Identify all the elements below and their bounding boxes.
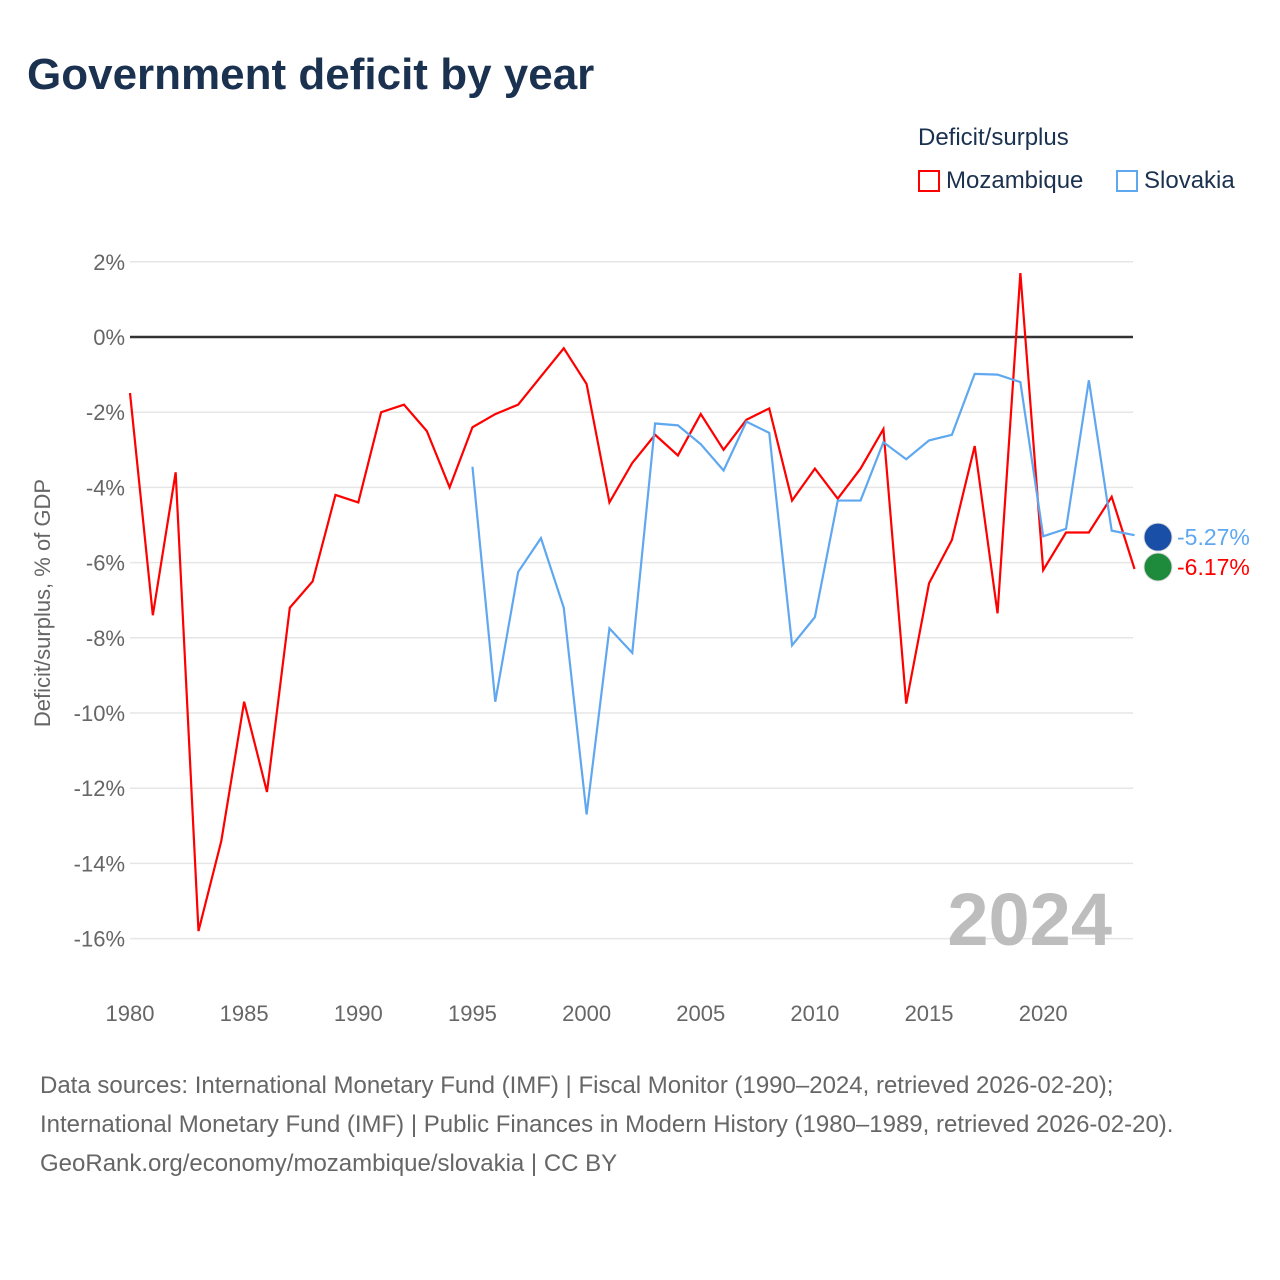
x-tick-label: 1980 — [106, 1001, 155, 1026]
end-value-label: -5.27% — [1177, 524, 1250, 550]
x-tick-label: 2020 — [1019, 1001, 1068, 1026]
legend-label: Mozambique — [946, 167, 1084, 194]
chart-title: Government deficit by year — [27, 50, 595, 99]
x-tick-label: 2005 — [676, 1001, 725, 1026]
x-tick-label: 2000 — [562, 1001, 611, 1026]
source-link[interactable]: GeoRank.org/economy/mozambique/slovakia … — [40, 1150, 618, 1177]
series-line-mozambique — [128, 272, 1136, 932]
mozambique-flag-icon — [1143, 552, 1173, 582]
legend-item-slovakia[interactable]: Slovakia — [1116, 167, 1235, 195]
legend-swatch — [918, 170, 940, 192]
slovakia-flag-icon — [1143, 522, 1173, 552]
y-tick-label: -8% — [86, 626, 125, 651]
year-watermark: 2024 — [947, 878, 1112, 961]
legend-swatch — [1116, 170, 1138, 192]
x-tick-label: 1995 — [448, 1001, 497, 1026]
x-tick-label: 2015 — [905, 1001, 954, 1026]
y-tick-label: 2% — [93, 250, 125, 275]
legend-item-mozambique[interactable]: Mozambique — [918, 167, 1083, 195]
plot-area: 2% 0% -2% -4% -6% -8% -10% -12% -14% -16% 1980 1985… — [30, 250, 1250, 1026]
y-tick-label: -10% — [74, 701, 125, 726]
y-axis-label: Deficit/surplus, % of GDP — [30, 479, 55, 727]
x-tick-label: 1985 — [220, 1001, 269, 1026]
data-sources-text: Data sources: International Monetary Fun… — [40, 1072, 1174, 1138]
legend-label: Slovakia — [1144, 167, 1235, 194]
series-line-slovakia — [471, 372, 1135, 815]
y-tick-label: -12% — [74, 776, 125, 801]
x-tick-label: 1990 — [334, 1001, 383, 1026]
x-tick-label: 2010 — [790, 1001, 839, 1026]
y-tick-label: -16% — [74, 927, 125, 952]
y-tick-label: -2% — [86, 400, 125, 425]
y-tick-label: 0% — [93, 325, 125, 350]
end-value-label: -6.17% — [1177, 554, 1250, 580]
y-tick-label: -14% — [74, 851, 125, 876]
sources: Data sources: International Monetary Fun… — [40, 1066, 1240, 1183]
legend-title: Deficit/surplus — [918, 124, 1069, 151]
y-tick-label: -4% — [86, 475, 125, 500]
y-tick-label: -6% — [86, 551, 125, 576]
